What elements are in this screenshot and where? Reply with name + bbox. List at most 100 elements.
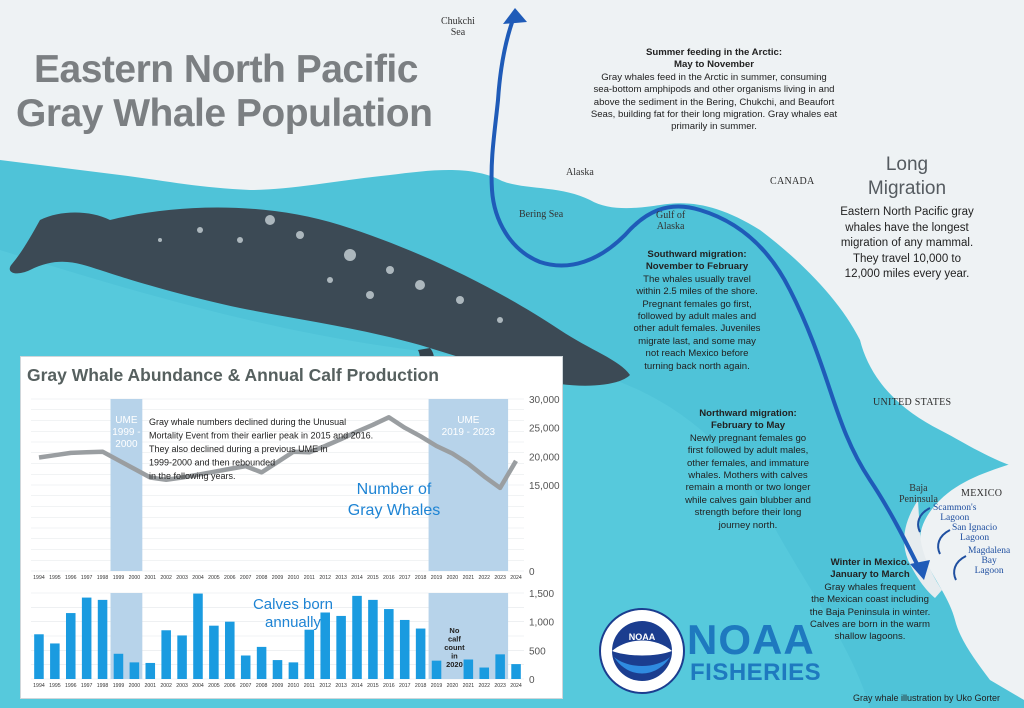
calf-bar [97,599,108,679]
x-tick-label: 1996 [65,575,77,581]
title-line-2: Gray Whale Population [16,92,433,135]
x-tick-label: 1994 [33,683,45,689]
winter-heading: Winter in Mexico. [830,557,910,568]
northward-migration-note: Northward migration: February to May New… [668,408,828,532]
y-tick-label: 0 [529,567,535,578]
southward-body-line: followed by adult males and [637,311,757,323]
ume-band-label: UME [115,415,138,426]
ume-band [110,399,143,571]
calf-bar [272,660,283,679]
lagoon-arrow-3 [953,555,967,581]
northward-body-line: while calves gain blubber and [685,494,811,506]
illustration-credit: Gray whale illustration by Uko Gorter [853,693,1001,703]
x-tick-label: 2012 [319,683,331,689]
calf-bar [193,593,203,679]
southward-body-line: other adult females. Juveniles [633,323,761,335]
x-tick-label: 1997 [81,683,93,689]
southward-body-line: migrate last, and some may [638,335,756,347]
y-tick-label: 20,000 [529,452,560,463]
x-tick-label: 2004 [192,683,204,689]
series-label: Gray Whales [348,502,440,519]
long-migration-line: They travel 10,000 to [852,252,962,265]
annotation-line: Gray whale numbers declined during the U… [149,417,346,427]
x-tick-label: 2012 [319,575,331,581]
x-tick-label: 2021 [463,683,475,689]
x-tick-label: 2014 [351,575,363,581]
san-ignacio-lagoon-label: San Ignacio Lagoon [952,523,997,543]
x-tick-label: 2014 [351,683,363,689]
no-data-note: in [451,652,458,661]
winter-body-line: Gray whales frequent [824,581,916,593]
gray-whale-illustration [9,207,630,386]
calf-bar [415,628,426,679]
fisheries-wordmark: FISHERIES [690,659,822,686]
southward-body-line: not reach Mexico before [645,348,749,360]
southward-body-line: The whales usually travel [643,273,751,285]
x-tick-label: 2000 [129,575,141,581]
x-tick-label: 2011 [304,575,315,581]
calf-bar [352,595,362,679]
x-tick-label: 2009 [272,683,284,689]
x-tick-label: 2001 [145,683,157,689]
series-label: Calves born [253,596,333,613]
baja-label-line-2: Peninsula [899,494,938,505]
x-tick-label: 2010 [288,683,300,689]
route-arrow [489,12,922,572]
southward-body-line: within 2.5 miles of the shore. [636,286,758,298]
whale-body [9,207,630,386]
winter-body-line: Calves are born in the warm [810,619,930,631]
title-line-1: Eastern North Pacific [34,48,418,91]
page-title: Eastern North Pacific Gray Whale Populat… [16,48,433,136]
northward-subheading: February to May [710,420,786,432]
x-tick-label: 2015 [367,575,379,581]
no-data-note: count [444,643,465,652]
x-tick-label: 2016 [383,575,395,581]
calf-bar [336,615,346,679]
northward-body-line: Newly pregnant females go [689,432,807,444]
land-north [0,0,1024,470]
calf-bar-chart: 0 500 1,000 1,500 1994 1995 1996 1997 1998 1999 20… [31,589,554,689]
calf-bar [511,664,521,679]
x-tick-label: 1998 [97,575,109,581]
calf-bar [129,662,140,679]
calf-bar [225,621,235,679]
x-tick-label: 2017 [399,683,411,689]
series-label: annually [265,614,321,631]
x-tick-label: 2013 [335,575,347,581]
noaa-wordmark: NOAA [687,616,815,663]
sanignacio-line-2: Lagoon [960,533,990,543]
x-tick-label: 2007 [240,683,252,689]
no-data-note: No [449,626,459,635]
chukchi-label-line-1: Chukchi [441,16,475,27]
arrowhead-north [503,8,527,24]
long-migration-line: Eastern North Pacific gray [840,206,974,218]
x-tick-label: 2023 [494,575,506,581]
x-tick-label: 2006 [224,575,236,581]
x-tick-label: 2005 [208,683,220,689]
calf-bar [81,597,92,679]
winter-body-line: the Baja Peninsula in winter. [809,606,931,618]
land-mexico [920,460,1024,700]
lagoon-arrow-1 [917,507,931,533]
northward-body-line: strength before their long [694,507,802,519]
x-tick-label: 2023 [494,683,506,689]
long-migration-line: 12,000 miles every year. [844,268,970,280]
magdalena-bay-lagoon-label: Magdalena Bay Lagoon [968,546,1010,576]
northward-body-line: journey north. [718,519,778,531]
gulf-of-alaska-label: Gulf of Alaska [656,210,685,232]
annotation-line: 1999-2000 and then rebounded [149,458,275,468]
abundance-chart: Gray Whale Abundance & Annual Calf Produ… [27,365,560,689]
winter-mexico-note: Winter in Mexico. January to March Gray … [790,557,950,644]
calf-bar [177,635,187,679]
baja-label-line-1: Baja [909,483,928,494]
x-tick-label: 1995 [49,575,61,581]
y-tick-label: 30,000 [529,395,560,406]
southward-subheading: November to February [645,261,749,273]
chukchi-sea-label: Chukchi Sea [441,16,475,38]
whale-count-line [38,415,518,491]
summer-body-line: Seas, building fat for their long migrat… [590,109,838,121]
scammon-line-1: Scammon's [933,503,977,513]
calf-bar [463,659,474,679]
calf-bar [34,634,44,679]
